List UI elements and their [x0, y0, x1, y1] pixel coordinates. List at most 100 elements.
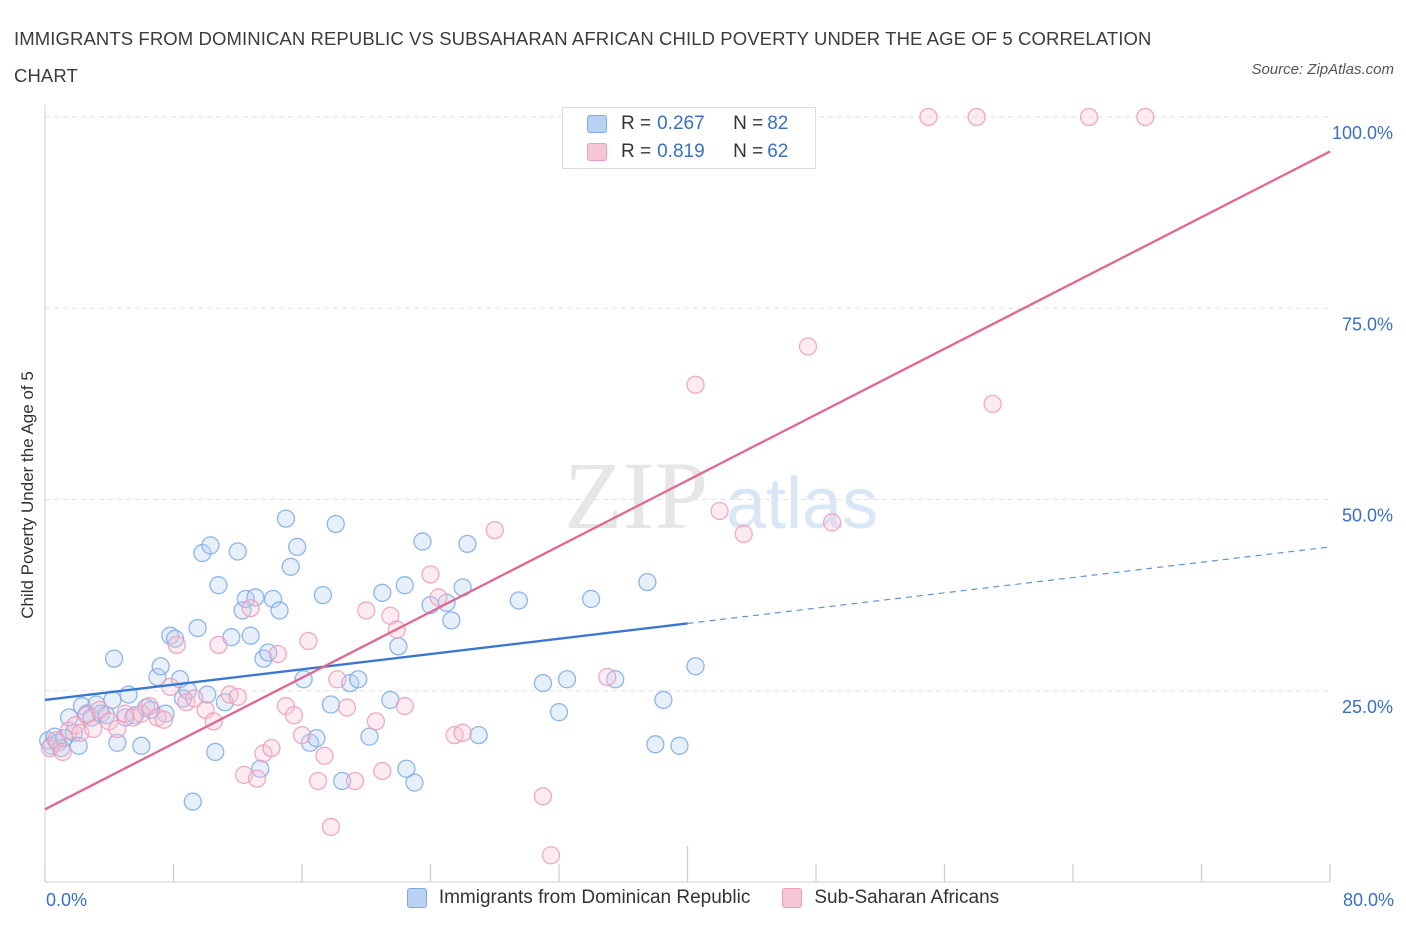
data-point-dominican [321, 695, 341, 714]
y-tick-label: 100.0% [1332, 123, 1393, 143]
data-point-dominican [104, 649, 124, 668]
r-value: 0.267 [657, 113, 705, 134]
data-point-dominican [307, 729, 326, 748]
y-tick-label: 75.0% [1342, 314, 1393, 334]
trend-lines [44, 150, 1331, 811]
data-point-dominican [246, 588, 265, 607]
data-point-dominican [241, 626, 260, 645]
data-point-dominican [373, 583, 392, 602]
blue-swatch [587, 115, 607, 133]
legend-label: Sub-Saharan Africans [814, 887, 1000, 908]
data-point-dominican [183, 792, 202, 811]
data-point-subsaharan [328, 670, 347, 689]
data-point-dominican [270, 601, 289, 620]
data-point-dominican [263, 589, 283, 609]
data-point-subsaharan [262, 738, 281, 758]
data-point-subsaharan [321, 817, 341, 837]
data-point-subsaharan [108, 719, 127, 739]
data-point-subsaharan [167, 635, 186, 654]
data-points [39, 107, 1155, 865]
n-label: N = [733, 113, 764, 134]
data-point-subsaharan [373, 761, 392, 781]
data-point-dominican [228, 542, 247, 561]
data-point-subsaharan [919, 107, 938, 127]
data-point-dominican [188, 618, 207, 638]
data-point-dominican [549, 703, 569, 722]
legend-item-dominican[interactable]: Immigrants from Dominican Republic [406, 887, 750, 909]
axes [44, 105, 1331, 883]
n-label: N = [733, 141, 764, 162]
r-label: R = [621, 141, 652, 162]
y-tick-label: 50.0% [1342, 506, 1393, 526]
data-point-dominican [333, 771, 352, 791]
data-point-subsaharan [1136, 107, 1155, 127]
data-point-dominican [326, 514, 345, 534]
data-point-dominican [251, 759, 270, 778]
data-point-dominican [509, 591, 528, 610]
data-point-subsaharan [315, 746, 334, 765]
data-point-subsaharan [154, 710, 174, 729]
stats-legend-row-pink: R = 0.819 N = 62 [587, 140, 788, 164]
data-point-dominican [276, 509, 296, 528]
data-point-subsaharan [337, 698, 357, 717]
data-point-dominican [405, 773, 424, 792]
data-point-subsaharan [453, 723, 472, 742]
data-point-subsaharan [822, 513, 842, 532]
data-point-subsaharan [983, 394, 1002, 414]
data-point-subsaharan [798, 337, 818, 356]
y-tick-label: 25.0% [1342, 697, 1393, 717]
data-point-subsaharan [209, 635, 228, 654]
data-point-subsaharan [541, 846, 561, 865]
y-tick-labels: 25.0% 50.0% 75.0% 100.0% [1332, 123, 1393, 717]
source-label: Source: ZipAtlas.com [1251, 61, 1394, 78]
data-point-dominican [397, 759, 416, 778]
data-point-dominican [165, 629, 185, 648]
data-point-subsaharan [357, 601, 376, 620]
data-point-subsaharan [185, 689, 204, 708]
series-legend: Immigrants from Dominican Republic Sub-S… [0, 887, 1406, 909]
data-point-subsaharan [308, 771, 328, 791]
data-point-subsaharan [53, 742, 72, 762]
pink-swatch [587, 143, 607, 161]
data-point-dominican [686, 657, 705, 676]
data-point-dominican [533, 673, 553, 693]
data-point-subsaharan [533, 787, 553, 806]
data-point-dominican [288, 537, 307, 557]
data-point-subsaharan [366, 712, 386, 731]
data-point-dominican [469, 725, 488, 745]
data-point-dominican [108, 733, 127, 752]
x-axis-max-label: 80.0% [1342, 890, 1394, 910]
data-point-dominican [557, 670, 577, 689]
legend-item-subsaharan[interactable]: Sub-Saharan Africans [782, 887, 999, 909]
data-point-dominican [313, 585, 333, 605]
data-point-subsaharan [429, 588, 448, 607]
n-value: 82 [767, 113, 789, 134]
data-point-subsaharan [345, 771, 365, 791]
data-point-dominican [670, 736, 689, 755]
watermark: ZIP atlas [564, 442, 878, 549]
blue-swatch [406, 888, 427, 908]
data-point-subsaharan [395, 696, 414, 716]
data-point-subsaharan [241, 598, 260, 618]
data-point-subsaharan [284, 706, 304, 725]
data-point-dominican [201, 536, 220, 555]
stats-legend: R = 0.267 N = 82 R = 0.819 N = 62 [562, 107, 816, 169]
data-point-subsaharan [228, 687, 247, 707]
trend-line-subsaharan [44, 150, 1331, 811]
data-point-dominican [254, 649, 273, 668]
r-label: R = [621, 113, 652, 134]
data-point-dominican [654, 690, 673, 710]
data-point-subsaharan [268, 644, 288, 664]
stats-legend-row-blue: R = 0.267 N = 82 [587, 112, 788, 136]
data-point-dominican [206, 742, 225, 762]
data-point-dominican [442, 611, 461, 630]
data-point-subsaharan [734, 524, 753, 544]
data-point-dominican [151, 657, 170, 676]
data-point-dominican [360, 727, 379, 746]
trend-line-dominican-extrapolated [687, 546, 1331, 625]
data-point-dominican [395, 576, 414, 595]
data-point-dominican [581, 589, 601, 609]
data-point-subsaharan [161, 677, 180, 697]
data-point-subsaharan [686, 375, 705, 394]
